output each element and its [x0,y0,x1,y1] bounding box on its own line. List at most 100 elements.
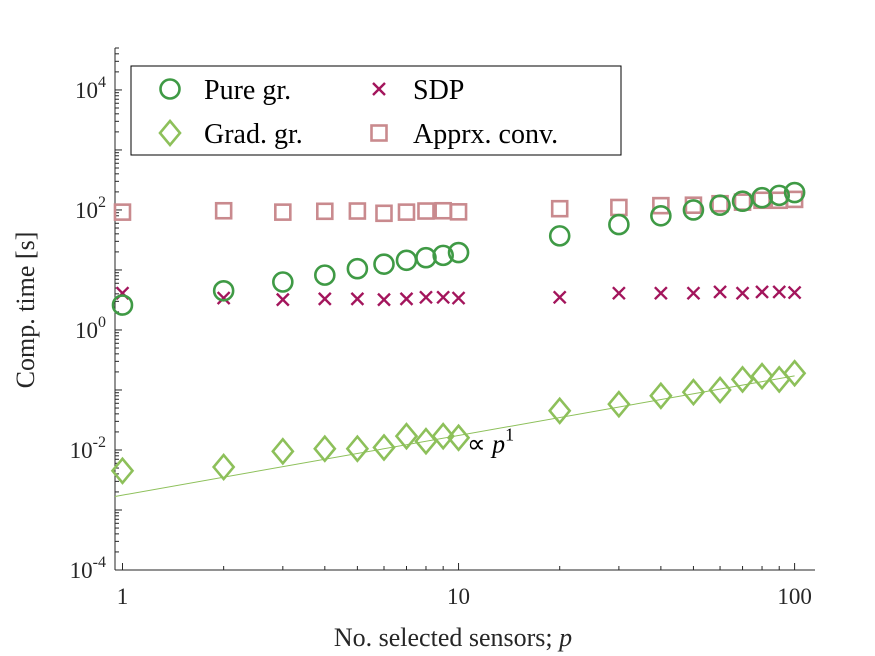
diamond-point [313,434,337,463]
y-tick-base: 10 [75,78,98,103]
square-point [434,201,452,220]
y-tick-label: 10-4 [70,554,106,583]
square-point [652,196,670,215]
legend-circle-marker [159,78,181,100]
series-diamond [110,359,807,485]
cross-point [350,292,365,306]
circle-point [650,204,672,227]
circle-point [272,271,294,293]
diamond-point [372,433,396,462]
x-axis-title: No. selected sensors; p [334,623,572,652]
diamond-point [750,362,774,391]
data-marks [110,181,807,485]
cross-point [377,292,391,307]
square-point [348,202,367,220]
y-tick-base: 10 [70,558,93,583]
series-cross [115,285,802,307]
x-axis-title-var: p [557,623,572,652]
y-tick-base: 10 [70,438,93,463]
square-point [610,198,628,217]
cross-point [317,292,332,306]
axis-titles: No. selected sensors; p Comp. time [s] [11,232,572,652]
annotation-group: ∝ p1 [467,425,514,459]
x-tick-label: 10 [447,584,470,609]
cross-point [713,285,727,299]
legend-label: Pure gr. [204,75,291,106]
circle-point [608,213,630,236]
circle-point [212,279,235,302]
legend-entry: SDP [372,75,464,106]
square-point [449,203,468,221]
circle-point [111,294,134,316]
square-point [316,202,334,221]
circle-point [432,244,454,267]
legend-cross-marker [372,82,386,96]
cross-point [275,292,290,307]
y-tick-label: 102 [75,194,106,223]
square-point [397,203,416,221]
y-tick-exponent: 0 [98,314,106,331]
circle-point [768,184,791,207]
circle-point [751,186,773,209]
y-tick-base: 10 [75,198,98,223]
cross-point [451,291,466,305]
cross-point [612,286,626,301]
circle-point [395,249,418,272]
legend-square-marker [370,124,388,142]
diamond-point [607,390,631,419]
y-tick-label: 10-2 [70,434,106,463]
fit-annotation: ∝ p1 [467,425,514,459]
square-point [375,204,393,223]
square-point [214,201,233,220]
annotation-exponent: 1 [505,425,514,445]
diamond-point [431,422,455,451]
cross-point [552,290,567,305]
diamond-point [110,456,135,485]
square-point [550,199,569,218]
cross-point [686,286,701,301]
y-tick-label: 104 [75,74,106,103]
legend-diamond-marker [158,118,182,148]
y-tick-base: 10 [75,318,98,343]
diamond-point [681,378,706,407]
cross-point [755,285,769,299]
x-axis-title-text: No. selected sensors; [334,623,559,652]
cross-point [216,291,231,305]
y-tick-label: 100 [75,314,106,343]
diamond-point [271,437,295,466]
square-point [113,203,132,221]
legend-label: Grad. gr. [204,119,303,150]
cross-point [399,292,414,306]
legend-entry: Apprx. conv. [370,119,558,150]
circle-point [682,199,705,221]
circle-point [373,253,395,275]
cross-point [654,286,668,301]
square-point [417,202,435,220]
y-tick-exponent: -2 [93,434,106,451]
y-tick-exponent: 4 [98,74,106,91]
circle-point [709,194,731,217]
square-point [274,203,292,221]
circle-point [447,241,470,264]
y-tick-exponent: 2 [98,194,106,211]
diamond-point [394,422,419,451]
circle-point [415,246,437,269]
annotation-prefix: ∝ [467,430,492,459]
diamond-point [211,452,236,482]
cross-point [772,285,787,299]
circle-point [548,225,571,247]
diamond-point [649,381,673,410]
cross-point [787,285,802,300]
cross-point [436,290,451,305]
diamond-point [548,396,572,425]
x-tick-label: 100 [777,584,812,609]
diamond-point [730,365,755,394]
cross-point [419,290,433,305]
diamond-point [708,375,732,405]
circle-point [346,257,369,280]
circle-point [783,181,806,204]
cross-point [735,286,750,301]
diamond-point [345,434,370,463]
